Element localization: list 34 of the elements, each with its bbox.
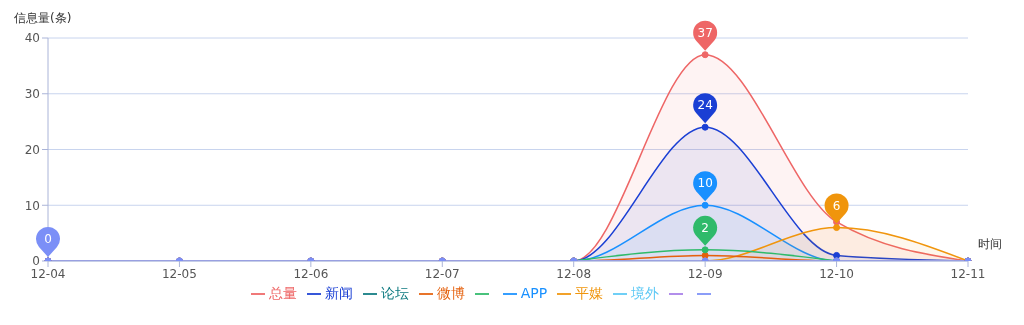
legend-label: 总量 — [268, 285, 297, 301]
x-tick-label: 12-04 — [30, 266, 66, 281]
point — [701, 201, 709, 209]
y-tick-label: 40 — [24, 31, 40, 46]
legend-label: 新闻 — [324, 285, 353, 301]
x-tick-label: 12-10 — [819, 266, 855, 281]
point — [701, 51, 709, 59]
legend-label: 平媒 — [575, 285, 604, 301]
x-tick-label: 12-05 — [161, 266, 197, 281]
x-tick-label: 12-09 — [687, 266, 723, 281]
legend-label: 论坛 — [380, 285, 409, 301]
x-tick-label: 12-07 — [424, 266, 460, 281]
data-label: 24 — [697, 98, 713, 113]
y-axis-title: 信息量(条) — [14, 10, 72, 27]
legend-label: APP — [520, 285, 548, 301]
legend-label: 微博 — [436, 285, 465, 301]
point — [701, 123, 709, 131]
x-tick-label: 12-06 — [293, 266, 329, 281]
x-tick-label: 12-11 — [950, 266, 986, 281]
data-label: 37 — [697, 25, 713, 40]
data-label: 0 — [44, 232, 52, 246]
y-tick-label: 30 — [24, 87, 40, 102]
y-tick-label: 10 — [24, 198, 40, 213]
legend-label: 境外 — [631, 285, 660, 301]
x-axis-title: 时间 — [978, 236, 1002, 253]
x-tick-label: 12-08 — [556, 266, 592, 281]
point — [833, 224, 841, 232]
data-label: 2 — [701, 220, 709, 235]
point — [833, 251, 841, 259]
y-tick-label: 0 — [32, 254, 40, 269]
y-tick-label: 20 — [24, 142, 40, 157]
data-label: 10 — [697, 176, 713, 191]
point — [701, 246, 709, 254]
data-label: 6 — [832, 198, 841, 213]
